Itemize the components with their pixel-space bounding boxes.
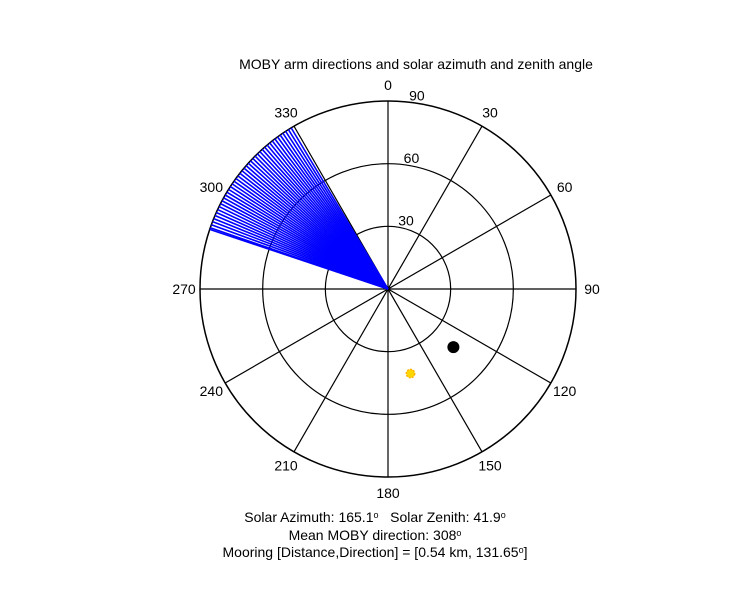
radial-label-60: 60 xyxy=(404,150,420,166)
moby-line: Mean MOBY direction: 308o xyxy=(0,527,750,543)
mooring-line: Mooring [Distance,Direction] = [0.54 km,… xyxy=(0,544,750,560)
degree-mark: o xyxy=(500,510,506,520)
degree-mark: o xyxy=(518,545,524,555)
degree-mark: o xyxy=(373,510,379,520)
angle-label-180: 180 xyxy=(376,485,400,501)
angle-label-300: 300 xyxy=(200,179,224,195)
mooring-text: Mooring [Distance,Direction] = [0.54 km,… xyxy=(222,544,519,560)
angle-labels: 0 30 60 90 120 150 180 210 240 270 300 330 xyxy=(172,77,600,501)
angle-label-120: 120 xyxy=(553,383,577,399)
polar-points xyxy=(405,341,460,379)
angle-label-210: 210 xyxy=(274,458,298,474)
chart-title: MOBY arm directions and solar azimuth an… xyxy=(239,56,593,72)
angle-label-240: 240 xyxy=(200,383,224,399)
mooring-position-marker xyxy=(447,341,460,354)
angle-label-270: 270 xyxy=(172,281,196,297)
angle-label-30: 30 xyxy=(482,104,498,120)
mooring-text-end: ] xyxy=(523,544,528,560)
mean-moby-text: Mean MOBY direction: 308 xyxy=(288,527,457,543)
radial-labels: 30 60 90 xyxy=(398,88,425,229)
radial-label-90: 90 xyxy=(409,88,425,104)
angle-label-330: 330 xyxy=(274,104,298,120)
radial-label-30: 30 xyxy=(398,213,414,229)
moby-arm-ray xyxy=(290,127,389,290)
angle-label-150: 150 xyxy=(478,458,502,474)
angle-label-0: 0 xyxy=(384,77,392,93)
degree-mark: o xyxy=(456,528,462,538)
solar-line: Solar Azimuth: 165.1o Solar Zenith: 41.9… xyxy=(0,509,750,525)
angle-label-60: 60 xyxy=(557,179,573,195)
moby-arm-rays xyxy=(209,127,389,290)
solar-azimuth-text: Solar Azimuth: 165.1 xyxy=(244,509,374,525)
solar-zenith-text: Solar Zenith: 41.9 xyxy=(390,509,501,525)
solar-position-marker xyxy=(405,368,416,379)
angle-label-90: 90 xyxy=(584,281,600,297)
